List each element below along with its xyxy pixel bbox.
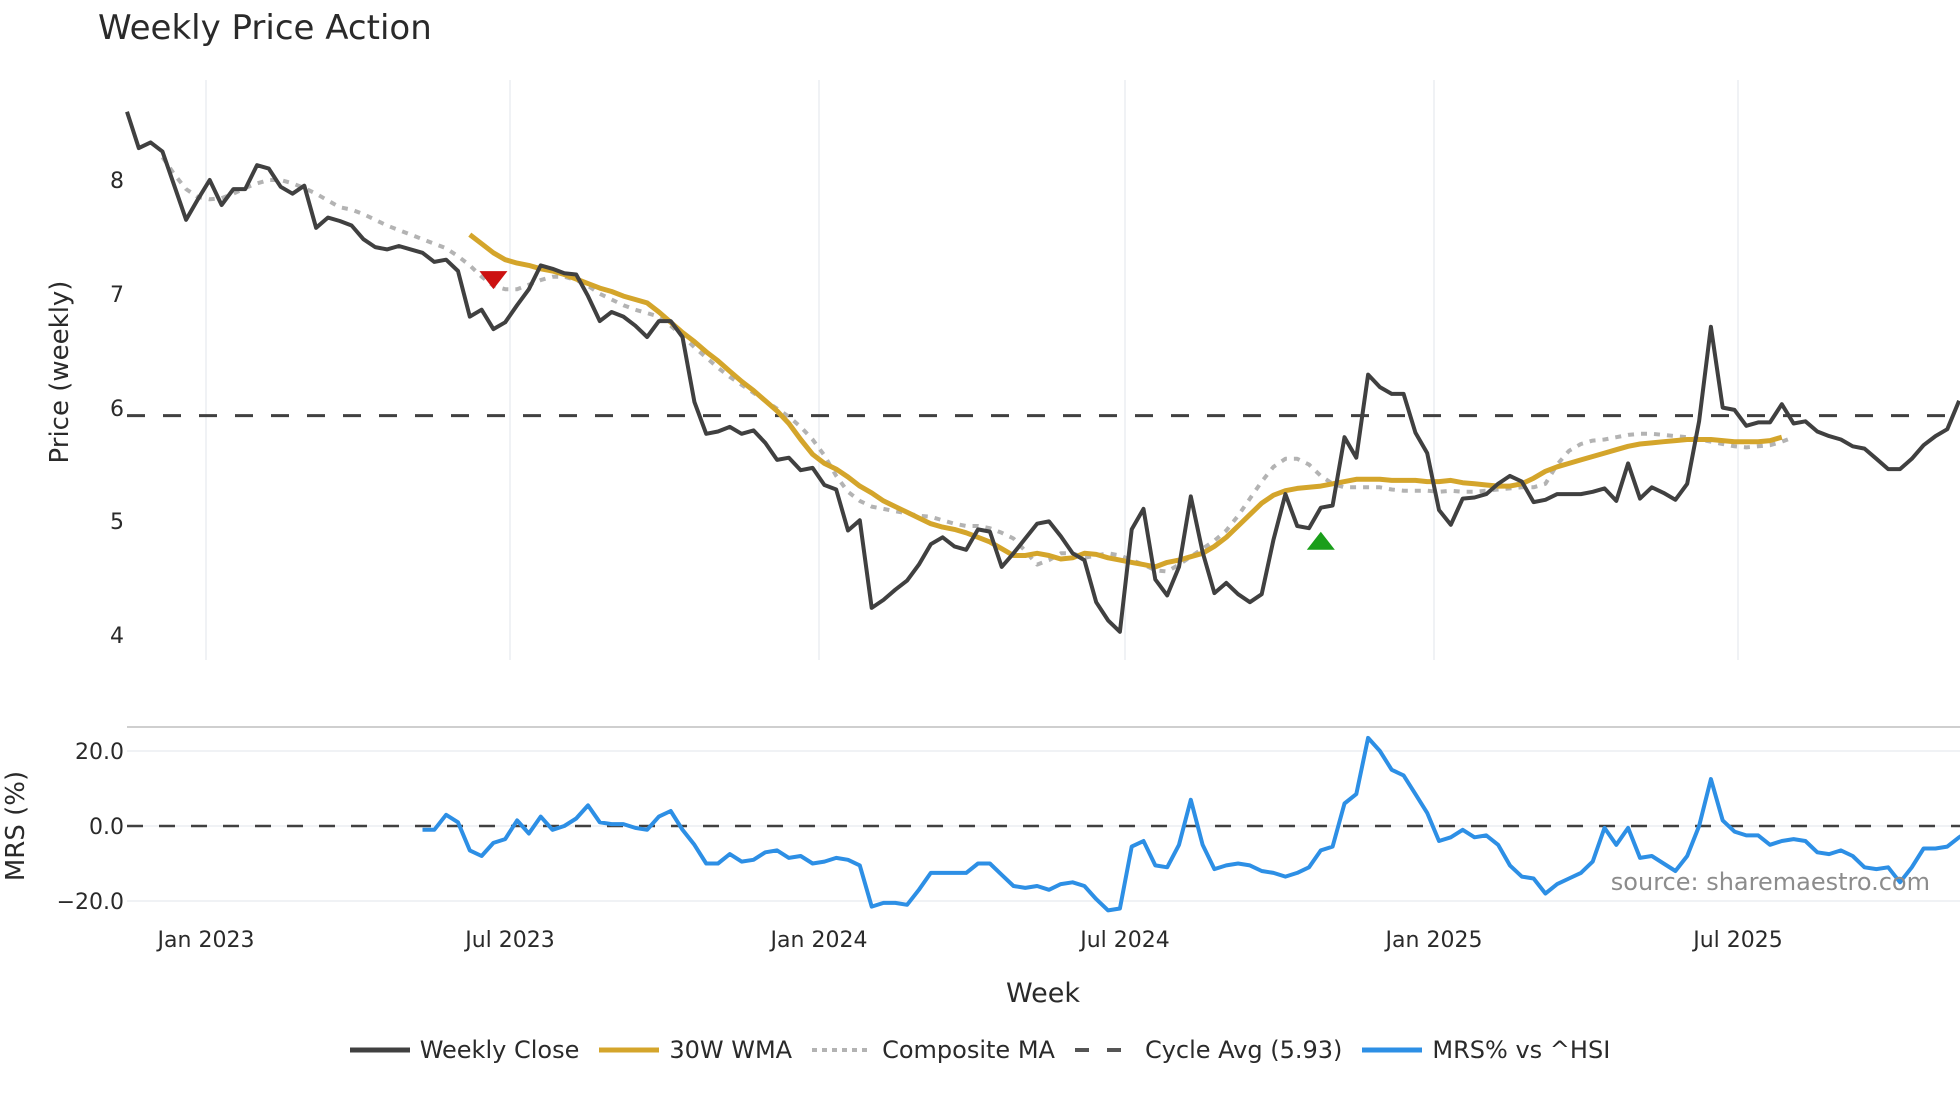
price-gridlines <box>205 80 1739 660</box>
wma-30w-line <box>468 232 1783 570</box>
price-tick-4: 4 <box>110 624 124 649</box>
sell-signal-icon <box>479 271 508 290</box>
legend-item-composite-ma[interactable]: Composite MA <box>812 1036 1055 1064</box>
dotted-line-icon <box>812 1048 873 1052</box>
mrs-axis-title: MRS (%) <box>1 771 31 881</box>
x-tick-jul-2024: Jul 2024 <box>1078 928 1170 953</box>
mrs-tick-20: 20.0 <box>75 740 124 765</box>
solid-line-icon <box>1362 1047 1423 1053</box>
x-tick-jan-2024: Jan 2024 <box>769 928 868 953</box>
x-tick-jan-2023: Jan 2023 <box>156 928 255 953</box>
legend-label: Cycle Avg (5.93) <box>1144 1036 1343 1064</box>
legend-item-weekly-close[interactable]: Weekly Close <box>349 1036 580 1064</box>
weekly-close-line <box>125 111 1960 634</box>
x-tick-jul-2025: Jul 2025 <box>1691 928 1783 953</box>
dashed-line-icon <box>1074 1048 1135 1052</box>
x-tick-jan-2025: Jan 2025 <box>1384 928 1483 953</box>
buy-signal-icon <box>1306 531 1335 550</box>
composite-ma-line <box>160 156 1795 574</box>
legend-item-wma[interactable]: 30W WMA <box>599 1036 792 1064</box>
legend-label: 30W WMA <box>669 1036 793 1064</box>
signal-markers <box>479 271 1335 550</box>
legend-label: Composite MA <box>882 1036 1055 1064</box>
price-tick-7: 7 <box>110 283 124 308</box>
price-tick-5: 5 <box>110 510 124 535</box>
price-tick-8: 8 <box>110 169 124 194</box>
price-tick-6: 6 <box>110 397 124 422</box>
legend-item-cycle-avg[interactable]: Cycle Avg (5.93) <box>1074 1036 1343 1064</box>
legend-label: MRS% vs ^HSI <box>1432 1036 1611 1064</box>
price-axis-title: Price (weekly) <box>45 281 75 464</box>
mrs-tick-0: 0.0 <box>89 815 124 840</box>
mrs-gridlines <box>127 750 1960 902</box>
solid-line-icon <box>349 1047 410 1053</box>
x-tick-jul-2023: Jul 2023 <box>463 928 555 953</box>
legend-item-mrs[interactable]: MRS% vs ^HSI <box>1362 1036 1610 1064</box>
legend: Weekly Close 30W WMA Composite MA Cycle … <box>0 1036 1960 1064</box>
legend-label: Weekly Close <box>419 1036 580 1064</box>
mrs-line <box>422 735 1960 913</box>
solid-line-icon <box>599 1047 660 1053</box>
chart-title: Weekly Price Action <box>98 8 432 48</box>
mrs-tick-neg20: −20.0 <box>57 890 124 915</box>
x-axis-title: Week <box>1006 978 1080 1009</box>
watermark: source: sharemaestro.com <box>1611 868 1930 896</box>
